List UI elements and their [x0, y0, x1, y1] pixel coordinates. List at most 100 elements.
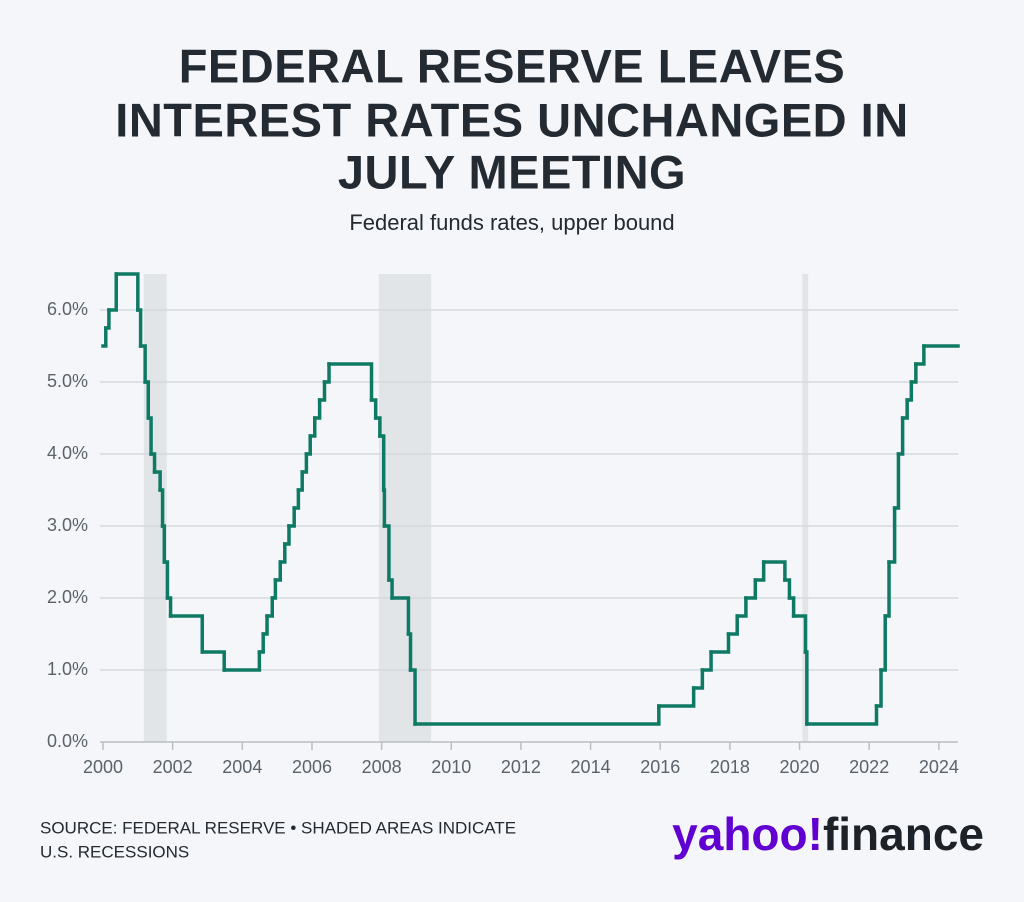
rate-step	[287, 506, 296, 528]
x-tick-label: 2000	[83, 757, 123, 777]
rate-step	[783, 578, 792, 600]
rate-step	[138, 344, 147, 384]
x-tick-label: 2012	[501, 757, 541, 777]
rate-step	[312, 398, 322, 420]
rate-step	[278, 542, 287, 564]
rate-step	[791, 614, 808, 654]
rate-step	[408, 668, 417, 726]
rate-step	[327, 362, 374, 402]
rate-step	[387, 578, 394, 600]
rate-step	[700, 650, 713, 672]
rate-step	[744, 578, 758, 600]
rate-step	[322, 362, 331, 384]
plot-area: 0.0% 1.0% 2.0% 3.0% 4.0% 5.0% 6.0% 2000 2002 2004…	[47, 272, 960, 777]
rate-step	[805, 704, 879, 726]
rate-step	[261, 614, 269, 636]
rate-step	[390, 596, 411, 636]
rate-step	[378, 434, 386, 492]
rate-step	[152, 470, 162, 492]
y-tick-label: 2.0%	[47, 587, 88, 607]
rate-step	[787, 596, 796, 618]
x-tick-label: 2020	[780, 757, 820, 777]
rate-step	[222, 650, 262, 672]
rate-step	[317, 380, 327, 402]
x-tick-label: 2008	[362, 757, 402, 777]
chart-title: FEDERAL RESERVE LEAVES	[179, 39, 846, 92]
rate-step	[369, 398, 378, 420]
rate-step	[905, 380, 914, 402]
rate-step	[874, 668, 883, 708]
x-tick-label: 2022	[849, 757, 889, 777]
rate-step	[382, 524, 391, 582]
rate-step	[273, 560, 283, 582]
rate-step	[373, 416, 382, 438]
rate-step	[265, 596, 275, 618]
y-tick-label: 0.0%	[47, 731, 88, 751]
source-note: SOURCE: FEDERAL RESERVE • SHADED AREAS I…	[40, 818, 516, 837]
y-tick-label: 4.0%	[47, 443, 88, 463]
x-tick-label: 2006	[292, 757, 332, 777]
rate-step	[296, 470, 304, 492]
rate-step	[165, 596, 173, 618]
source-note: U.S. RECESSIONS	[40, 842, 189, 861]
chart-title: JULY MEETING	[338, 145, 686, 198]
rate-step	[896, 416, 905, 456]
rate-step	[101, 326, 108, 348]
rate-step	[892, 452, 901, 510]
recession-band	[802, 274, 809, 742]
logo-part: finance	[823, 808, 984, 860]
x-tick-label: 2024	[919, 757, 959, 777]
rate-step	[657, 686, 696, 708]
x-tick-label: 2016	[640, 757, 680, 777]
rate-step	[162, 560, 170, 600]
rate-step	[900, 398, 909, 420]
y-tick-label: 6.0%	[47, 299, 88, 319]
rate-step	[136, 308, 143, 348]
rate-step	[735, 596, 748, 618]
rate-step	[149, 452, 157, 474]
rate-step	[691, 668, 705, 690]
rate-step	[257, 632, 265, 654]
rate-step	[909, 362, 918, 384]
y-tick-label: 3.0%	[47, 515, 88, 535]
rate-step	[160, 524, 167, 564]
rate-step	[158, 488, 165, 528]
x-tick-label: 2014	[571, 757, 611, 777]
rate-step	[104, 308, 111, 330]
x-tick-label: 2002	[153, 757, 193, 777]
rate-step	[883, 560, 891, 618]
rate-step	[146, 416, 153, 456]
logo-part: yahoo!	[672, 808, 823, 860]
chart-subtitle: Federal funds rates, upper bound	[349, 210, 674, 235]
rate-step	[304, 434, 312, 456]
rate-step	[406, 632, 413, 672]
rate-step	[168, 614, 205, 654]
chart-title: INTEREST RATES UNCHANGED IN	[115, 93, 908, 146]
rate-step	[308, 416, 317, 438]
logo: yahoo!finance	[672, 808, 984, 860]
x-tick-label: 2018	[710, 757, 750, 777]
rate-step	[413, 704, 661, 726]
rate-step	[726, 614, 739, 636]
rate-step	[887, 506, 897, 564]
rate-step	[270, 578, 278, 600]
x-tick-label: 2010	[431, 757, 471, 777]
y-tick-label: 5.0%	[47, 371, 88, 391]
rate-step	[143, 380, 151, 420]
rate-step	[914, 344, 926, 366]
y-tick-label: 1.0%	[47, 659, 88, 679]
rate-step	[761, 560, 787, 582]
rate-step	[381, 488, 387, 528]
x-tick-label: 2004	[222, 757, 262, 777]
rate-step	[292, 488, 301, 510]
rate-step	[709, 632, 731, 654]
rate-step	[753, 560, 766, 582]
rate-step	[803, 650, 809, 726]
rate-step	[300, 452, 309, 474]
rate-step	[114, 272, 140, 312]
rate-step	[200, 650, 226, 672]
recession-band	[378, 274, 432, 742]
rate-step	[283, 524, 291, 546]
rate-step	[879, 614, 887, 672]
